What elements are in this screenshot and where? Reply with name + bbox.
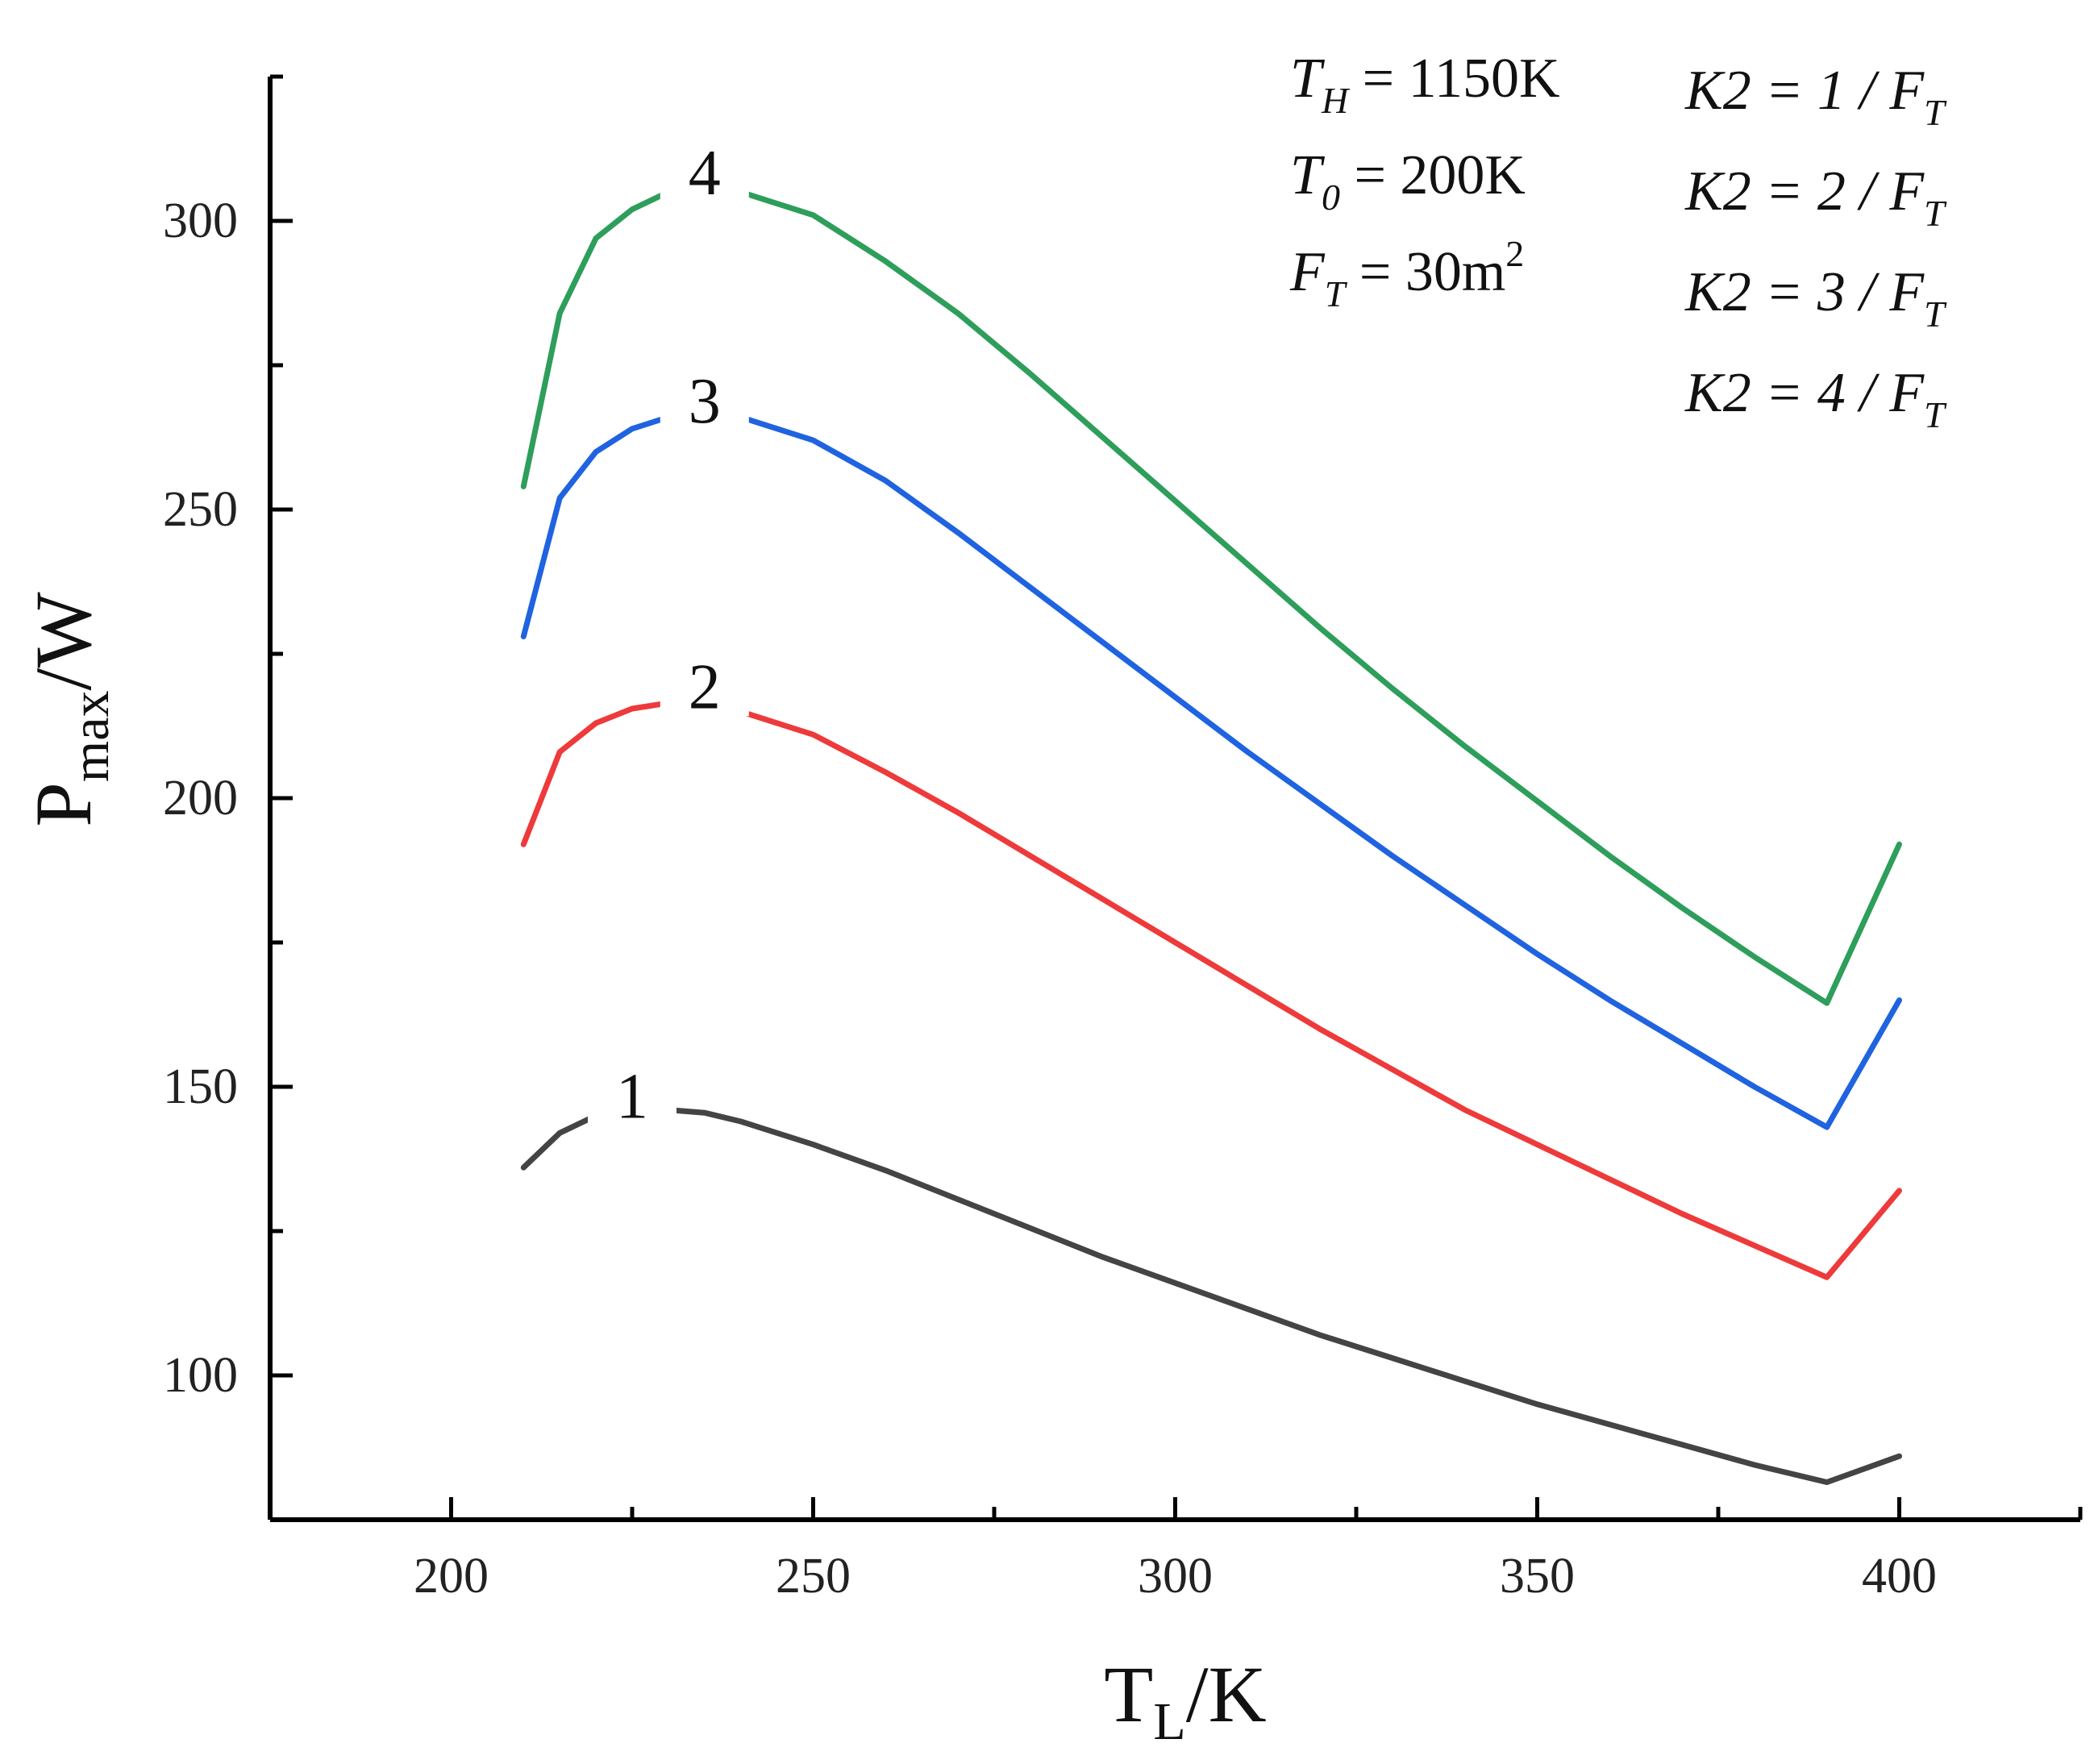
tick-labels: 200 250 300 350 400 100 150 200 250 300: [163, 193, 1937, 1604]
x-tick-label: 400: [1862, 1549, 1937, 1604]
x-tick-label: 250: [776, 1549, 851, 1604]
annotations: TH = 1150K T0 = 200K FT = 30m2 K2 = 1 / FT K…: [1289, 48, 1947, 435]
series-2-label-gap: [660, 639, 749, 717]
x-axis-title-suffix: /K: [1186, 1650, 1267, 1739]
y-tick-label: 200: [163, 771, 238, 826]
ticks: [268, 74, 2083, 1520]
condition-annotation: FT = 30m2: [1289, 233, 1524, 314]
y-axis-title: Pmax/W: [19, 592, 120, 827]
series-3-line: [520, 411, 1902, 1130]
series-3-label-gap: [660, 353, 749, 431]
y-tick-label: 150: [163, 1059, 238, 1114]
k2-annotation: K2 = 4 / FT: [1684, 362, 1947, 435]
series-4-label-gap: [660, 126, 749, 203]
curve-labels: 1 2 3 4: [588, 126, 749, 1133]
x-tick-label: 200: [414, 1549, 489, 1604]
k2-annotation: K2 = 1 / FT: [1684, 60, 1947, 133]
series-1-label-gap: [588, 1049, 676, 1126]
series-1-label: 1: [616, 1062, 648, 1133]
series-layer: [520, 183, 1902, 1485]
y-axis-title-suffix: /W: [19, 592, 108, 691]
y-axis-title-main: P: [19, 782, 108, 827]
x-axis-title: TL/K: [1104, 1650, 1266, 1751]
x-tick-label: 350: [1500, 1549, 1575, 1604]
condition-annotation: T0 = 200K: [1290, 144, 1526, 218]
x-axis-title-sub: L: [1153, 1692, 1185, 1751]
series-1-line: [520, 1107, 1902, 1485]
series-4-line: [520, 183, 1902, 1006]
y-axis-title-sub: max: [61, 690, 120, 782]
series-2-line: [520, 697, 1902, 1280]
series-2-label: 2: [689, 651, 721, 722]
k2-annotation: K2 = 3 / FT: [1684, 261, 1947, 335]
y-tick-label: 300: [163, 193, 238, 248]
condition-annotation: TH = 1150K: [1290, 48, 1560, 121]
x-tick-label: 300: [1138, 1549, 1213, 1604]
series-4-label: 4: [689, 138, 721, 209]
y-tick-label: 250: [163, 482, 238, 537]
x-axis-title-main: T: [1104, 1650, 1153, 1739]
y-tick-label: 100: [163, 1348, 238, 1403]
series-3-label: 3: [689, 366, 721, 437]
k2-annotation: K2 = 2 / FT: [1684, 160, 1947, 234]
